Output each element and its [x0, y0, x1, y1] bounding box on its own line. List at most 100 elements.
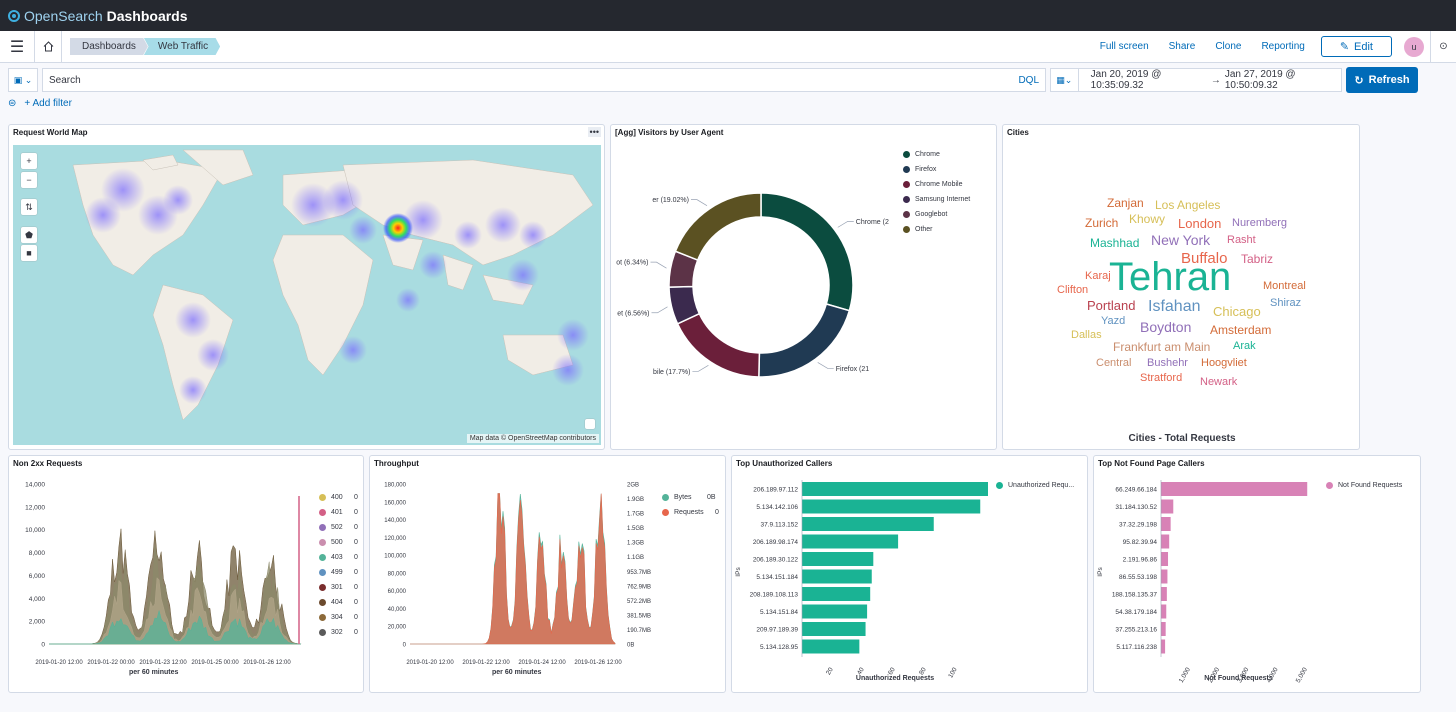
date-end[interactable]: Jan 27, 2019 @ 10:50:09.32 — [1224, 69, 1296, 91]
legend-item-401[interactable]: 401 0 — [319, 505, 358, 520]
word-mashhad[interactable]: Mashhad — [1090, 236, 1140, 250]
saved-query-menu[interactable]: ▣ ⌄ — [8, 68, 38, 92]
date-start[interactable]: Jan 20, 2019 @ 10:35:09.32 — [1090, 69, 1162, 91]
opensearch-logo[interactable]: OpenSearch Dashboards — [8, 8, 188, 24]
word-hoogvliet[interactable]: Hoogvliet — [1201, 357, 1247, 369]
bar[interactable] — [802, 552, 874, 566]
legend-item-302[interactable]: 302 0 — [319, 625, 358, 640]
legend-item-502[interactable]: 502 0 — [319, 520, 358, 535]
filter-options-icon[interactable]: ⊜ — [8, 98, 17, 109]
word-montreal[interactable]: Montreal — [1263, 280, 1306, 292]
word-stratford[interactable]: Stratford — [1140, 372, 1183, 384]
bar[interactable] — [1161, 639, 1166, 654]
legend-toggle-icon[interactable] — [585, 419, 595, 429]
help-icon[interactable]: ⊙ — [1430, 30, 1456, 63]
search-input[interactable]: Search DQL — [42, 68, 1046, 92]
bar[interactable] — [1161, 499, 1174, 514]
word-zurich[interactable]: Zurich — [1085, 216, 1119, 230]
word-portland[interactable]: Portland — [1087, 298, 1136, 313]
word-isfahan[interactable]: Isfahan — [1148, 298, 1201, 315]
share-link[interactable]: Share — [1168, 41, 1196, 52]
bar[interactable] — [802, 482, 988, 496]
full-screen-link[interactable]: Full screen — [1099, 41, 1149, 52]
bar[interactable] — [1161, 587, 1167, 601]
requests-area-series[interactable] — [410, 493, 616, 645]
word-rasht[interactable]: Rasht — [1227, 234, 1256, 246]
legend-item-404[interactable]: 404 0 — [319, 595, 358, 610]
breadcrumb-dashboards[interactable]: Dashboards — [70, 38, 148, 55]
legend-item-chrome-mobile[interactable]: Chrome Mobile — [903, 177, 970, 192]
bar[interactable] — [802, 499, 981, 514]
bar[interactable] — [802, 639, 860, 654]
bar[interactable] — [1161, 622, 1166, 636]
word-tehran[interactable]: Tehran — [1109, 255, 1232, 299]
bar[interactable] — [802, 622, 866, 636]
avatar[interactable]: u — [1404, 36, 1424, 57]
bar[interactable] — [802, 517, 934, 531]
word-central[interactable]: Central — [1096, 357, 1132, 369]
edit-button[interactable]: ✎ Edit — [1320, 36, 1392, 57]
legend-item-not-found[interactable]: Not Found Requests — [1326, 478, 1402, 493]
word-clifton[interactable]: Clifton — [1057, 284, 1089, 296]
legend-item-304[interactable]: 304 0 — [319, 610, 358, 625]
pie-slice-other[interactable] — [674, 192, 762, 262]
bar[interactable] — [1161, 534, 1170, 549]
legend-item-other[interactable]: Other — [903, 222, 970, 237]
legend-item-firefox[interactable]: Firefox — [903, 162, 970, 177]
zoom-in-button[interactable]: + — [21, 153, 37, 169]
status-area-series[interactable] — [49, 610, 301, 645]
menu-icon[interactable]: ☰ — [9, 38, 25, 56]
pie-slice-chrome[interactable] — [760, 192, 854, 312]
clone-link[interactable]: Clone — [1215, 41, 1242, 52]
query-language-toggle[interactable]: DQL — [1018, 74, 1039, 86]
word-zanjan[interactable]: Zanjan — [1107, 196, 1144, 210]
legend-item-301[interactable]: 301 0 — [319, 580, 358, 595]
zoom-out-button[interactable]: − — [21, 172, 37, 188]
word-buffalo[interactable]: Buffalo — [1181, 250, 1228, 267]
bar[interactable] — [802, 604, 868, 619]
legend-item-499[interactable]: 499 0 — [319, 565, 358, 580]
calendar-icon[interactable]: ▦⌄ — [1051, 69, 1079, 91]
word-shiraz[interactable]: Shiraz — [1270, 297, 1302, 309]
draw-rectangle-icon[interactable]: ■ — [21, 245, 37, 261]
legend-item-500[interactable]: 500 0 — [319, 535, 358, 550]
legend-item-chrome[interactable]: Chrome — [903, 147, 970, 162]
bar[interactable] — [802, 569, 872, 584]
reporting-link[interactable]: Reporting — [1261, 41, 1305, 52]
world-map[interactable]: + − ⇅ ⬟ ■ Map data © OpenStreetMap contr… — [13, 145, 601, 445]
fit-bounds-icon[interactable]: ⇅ — [21, 199, 37, 215]
word-frankfurt-am-main[interactable]: Frankfurt am Main — [1113, 340, 1211, 354]
bar[interactable] — [802, 534, 899, 549]
word-new-york[interactable]: New York — [1151, 232, 1211, 248]
legend-item-400[interactable]: 400 0 — [319, 490, 358, 505]
date-picker[interactable]: ▦⌄ Jan 20, 2019 @ 10:35:09.32 → Jan 27, … — [1050, 68, 1342, 92]
home-icon[interactable] — [34, 30, 62, 63]
bar[interactable] — [1161, 604, 1167, 619]
word-amsterdam[interactable]: Amsterdam — [1210, 323, 1272, 337]
refresh-button[interactable]: ↻ Refresh — [1346, 67, 1418, 93]
legend-item-bytes[interactable]: Bytes 0B — [662, 490, 719, 505]
bar[interactable] — [802, 587, 871, 601]
word-bushehr[interactable]: Bushehr — [1147, 357, 1188, 369]
add-filter-button[interactable]: + Add filter — [24, 98, 72, 109]
legend-item-unauthorized[interactable]: Unauthorized Requ... — [996, 478, 1074, 493]
bar[interactable] — [1161, 569, 1168, 584]
word-newark[interactable]: Newark — [1200, 376, 1238, 388]
word-los-angeles[interactable]: Los Angeles — [1155, 198, 1221, 212]
word-boydton[interactable]: Boydton — [1140, 319, 1192, 335]
legend-item-403[interactable]: 403 0 — [319, 550, 358, 565]
bar[interactable] — [1161, 517, 1171, 531]
word-tabriz[interactable]: Tabriz — [1241, 252, 1274, 266]
word-chicago[interactable]: Chicago — [1213, 304, 1261, 319]
draw-polygon-icon[interactable]: ⬟ — [21, 227, 37, 243]
pie-slice-chrome-mobile[interactable] — [676, 312, 761, 378]
word-dallas[interactable]: Dallas — [1071, 329, 1102, 341]
legend-item-samsung-internet[interactable]: Samsung Internet — [903, 192, 970, 207]
word-nuremberg[interactable]: Nuremberg — [1232, 217, 1288, 229]
bar[interactable] — [1161, 482, 1308, 496]
legend-item-googlebot[interactable]: Googlebot — [903, 207, 970, 222]
word-karaj[interactable]: Karaj — [1085, 270, 1111, 282]
legend-item-requests[interactable]: Requests 0 — [662, 505, 719, 520]
word-arak[interactable]: Arak — [1233, 340, 1256, 352]
word-yazd[interactable]: Yazd — [1101, 315, 1126, 327]
